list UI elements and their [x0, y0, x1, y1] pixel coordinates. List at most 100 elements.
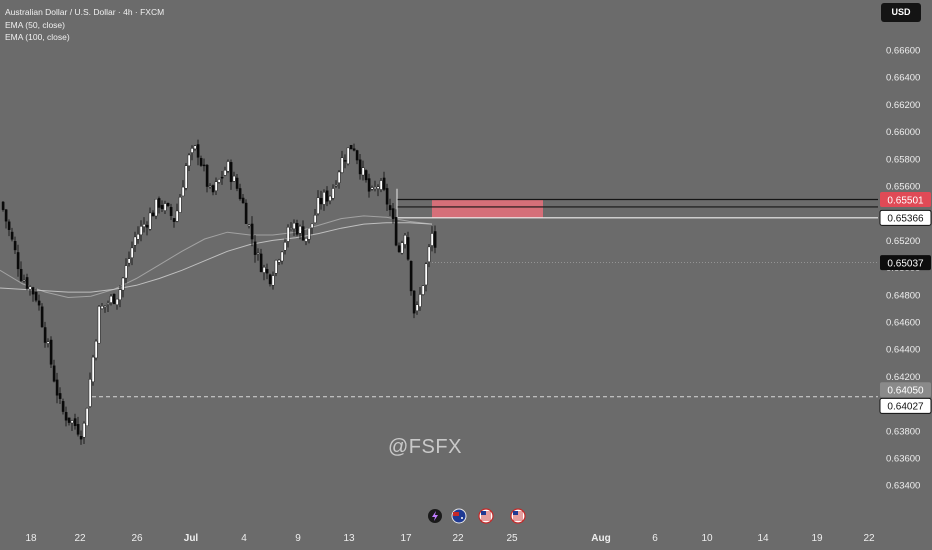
price-tag-label: 0.65366	[887, 214, 924, 225]
candle-down	[10, 231, 14, 240]
candle-up	[247, 224, 251, 227]
candle-down	[73, 418, 77, 427]
candle-up	[193, 145, 197, 150]
y-tick-label: 0.64800	[886, 290, 920, 301]
candle-down	[112, 293, 116, 304]
candle-up	[130, 247, 134, 258]
candle-down	[238, 188, 242, 200]
candle-down	[64, 411, 68, 421]
au-flag-icon-canton	[453, 512, 459, 516]
candle-up	[346, 147, 350, 165]
candle-down	[55, 379, 59, 396]
candle-down	[253, 241, 257, 255]
candle-up	[136, 234, 140, 240]
candle-down	[67, 417, 71, 423]
ema-50-label[interactable]: EMA (50, close)	[5, 19, 65, 30]
lightning-icon[interactable]	[428, 509, 442, 523]
y-tick-label: 0.64600	[886, 318, 920, 329]
price-tag-label: 0.65501	[887, 195, 924, 206]
candle-up	[22, 279, 26, 282]
candle-up	[334, 185, 338, 187]
y-tick-label: 0.63400	[886, 481, 920, 492]
candle-down	[364, 170, 368, 181]
candle-up	[226, 161, 230, 172]
candle-up	[328, 195, 332, 201]
candle-down	[382, 177, 386, 190]
us-flag-icon[interactable]	[510, 508, 526, 524]
price-tag-target[interactable]: 0.64050	[880, 382, 931, 398]
price-tag-current-price[interactable]: 0.65037	[880, 255, 931, 271]
lightning-icon-bolt	[432, 511, 438, 521]
candle-up	[223, 170, 227, 176]
y-tick-label: 0.65800	[886, 154, 920, 165]
candle-up	[184, 165, 188, 189]
candle-up	[283, 242, 287, 251]
candle-down	[250, 223, 254, 240]
x-tick-label: 9	[295, 533, 301, 544]
candle-up	[400, 242, 404, 254]
candle-up	[370, 187, 374, 190]
us-flag-icon[interactable]	[478, 508, 494, 524]
candle-down	[358, 159, 362, 175]
candle-up	[421, 285, 425, 295]
candle-down	[268, 274, 272, 285]
candle-down	[301, 226, 305, 241]
x-tick-label: 26	[131, 533, 143, 544]
candle-up	[94, 340, 98, 359]
symbol-title[interactable]: Australian Dollar / U.S. Dollar · 4h · F…	[5, 7, 165, 17]
candle-up	[262, 267, 266, 273]
candle-up	[274, 260, 278, 274]
candle-down	[220, 176, 224, 179]
us-flag-icon-canton	[513, 511, 518, 515]
price-tag-box	[880, 382, 931, 398]
candle-down	[76, 424, 80, 435]
candle-down	[160, 205, 164, 210]
candle-up	[289, 228, 293, 230]
au-flag-icon[interactable]	[451, 508, 467, 524]
candle-up	[271, 275, 275, 286]
price-tag-entry[interactable]: 0.65366	[879, 209, 932, 226]
candle-up	[91, 356, 95, 383]
candle-up	[106, 303, 110, 305]
candle-down	[433, 231, 437, 248]
price-tag-sell-zone-top[interactable]: 0.65501	[880, 191, 931, 207]
y-tick-label: 0.64400	[886, 345, 920, 356]
candle-down	[409, 260, 413, 292]
candle-down	[166, 202, 170, 207]
candle-down	[367, 178, 371, 192]
x-tick-label: 25	[506, 533, 518, 544]
candle-down	[205, 164, 209, 187]
candle-down	[1, 201, 5, 210]
candle-down	[391, 208, 395, 220]
candle-up	[304, 238, 308, 242]
candle-up	[187, 154, 191, 167]
price-tag-dashed-level[interactable]: 0.64027	[879, 397, 932, 414]
candle-up	[82, 423, 86, 438]
candle-up	[70, 420, 74, 424]
candle-down	[19, 268, 23, 281]
candle-down	[16, 252, 20, 270]
candle-up	[415, 304, 419, 311]
candle-up	[280, 251, 284, 262]
candle-down	[406, 237, 410, 260]
candle-up	[97, 306, 101, 344]
candle-up	[175, 210, 179, 222]
currency-button[interactable]: USD	[881, 3, 921, 22]
price-tag-box	[880, 191, 931, 207]
sell-zone	[432, 199, 543, 218]
candle-down	[343, 160, 347, 162]
ema-100-label[interactable]: EMA (100, close)	[5, 32, 70, 42]
price-tag-box	[880, 255, 931, 271]
candle-up	[424, 263, 428, 286]
candle-up	[103, 305, 107, 307]
candle-up	[337, 171, 341, 184]
candle-down	[151, 212, 155, 217]
candle-up	[340, 157, 344, 173]
candle-down	[58, 393, 62, 399]
candle-up	[163, 203, 167, 211]
price-tag-label: 0.65037	[887, 258, 924, 269]
candle-up	[88, 379, 92, 407]
candle-down	[49, 339, 53, 365]
candle-up	[361, 167, 365, 176]
